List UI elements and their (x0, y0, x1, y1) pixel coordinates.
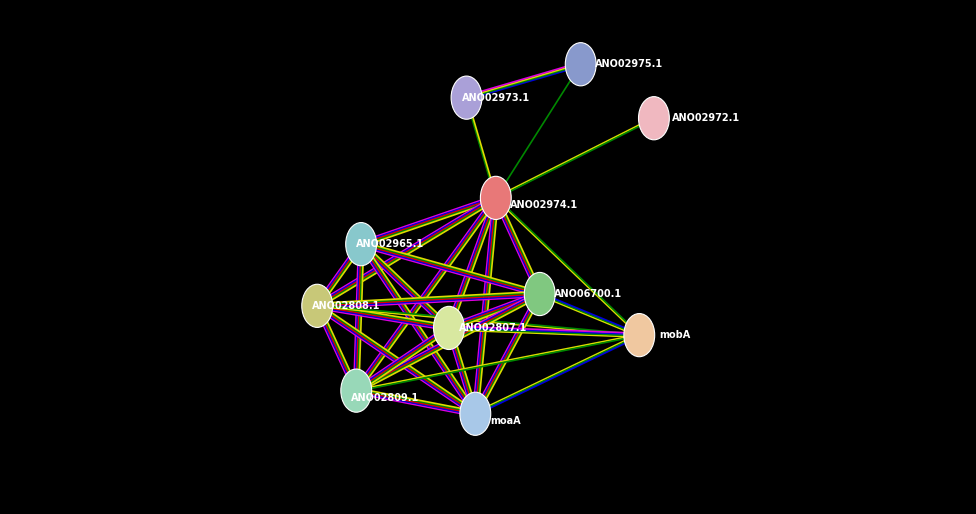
Ellipse shape (624, 314, 655, 357)
Ellipse shape (451, 76, 482, 119)
Text: ANO02974.1: ANO02974.1 (510, 200, 579, 210)
Text: ANO02807.1: ANO02807.1 (459, 323, 527, 333)
Text: ANO02975.1: ANO02975.1 (595, 59, 664, 69)
Ellipse shape (346, 223, 377, 266)
Text: ANO02965.1: ANO02965.1 (356, 239, 425, 249)
Ellipse shape (480, 176, 511, 219)
Text: moaA: moaA (490, 416, 520, 426)
Text: ANO02972.1: ANO02972.1 (671, 113, 740, 123)
Text: ANO02808.1: ANO02808.1 (312, 301, 381, 310)
Ellipse shape (524, 272, 555, 316)
Ellipse shape (460, 392, 491, 435)
Text: ANO06700.1: ANO06700.1 (554, 289, 623, 299)
Ellipse shape (302, 284, 333, 327)
Ellipse shape (341, 369, 372, 412)
Ellipse shape (638, 97, 670, 140)
Text: ANO02809.1: ANO02809.1 (351, 393, 420, 403)
Ellipse shape (433, 306, 465, 350)
Text: ANO02973.1: ANO02973.1 (462, 93, 530, 102)
Ellipse shape (565, 43, 596, 86)
Text: mobA: mobA (659, 330, 690, 340)
